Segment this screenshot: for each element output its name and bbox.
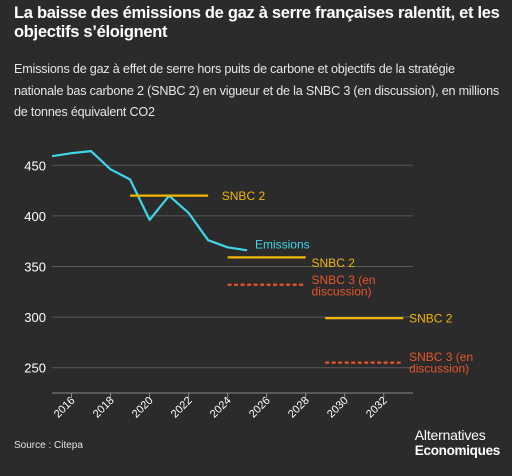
annotation-line: SNBC 2 xyxy=(222,189,266,203)
y-tick-label: 300 xyxy=(24,310,46,325)
annotation-label-5: SNBC 2 xyxy=(409,312,453,326)
chart-subtitle: Emissions de gaz à effet de serre hors p… xyxy=(14,62,500,119)
x-tick-label: 2028 xyxy=(286,395,312,421)
brand-line-2: Economiques xyxy=(414,443,501,458)
y-tick-label: 250 xyxy=(24,361,46,376)
chart-title: La baisse des émissions de gaz à serre f… xyxy=(14,4,500,41)
annotation-line: discussion) xyxy=(312,285,372,299)
x-tick-label: 2024 xyxy=(208,395,234,421)
annotation-line: SNBC 2 xyxy=(312,256,356,270)
y-tick-label: 400 xyxy=(24,209,46,224)
annotation-line: SNBC 3 (en xyxy=(409,350,473,364)
annotation-line: SNBC 2 xyxy=(409,312,453,326)
x-axis: 2016 2018 2020 2022 2024 2026 2028 2030 2032 xyxy=(52,392,413,421)
annotation-label-3: SNBC 2 xyxy=(312,256,356,270)
x-tick-label: 2026 xyxy=(247,395,273,421)
annotation-line: SNBC 3 (en xyxy=(312,273,376,287)
x-tick-label: 2016 xyxy=(52,395,78,421)
annotation-label-1: SNBC 2 xyxy=(222,189,266,203)
x-tick-label: 2022 xyxy=(169,395,195,421)
y-tick-label: 450 xyxy=(24,158,46,173)
annotation-line: discussion) xyxy=(409,362,469,376)
annotation-label-6: SNBC 3 (en discussion) xyxy=(409,350,473,376)
annotation-label-4: SNBC 3 (en discussion) xyxy=(312,273,376,299)
brand-line-1: Alternatives xyxy=(414,427,486,443)
series-line-emissions xyxy=(51,150,248,252)
x-tick-label: 2020 xyxy=(130,395,156,421)
series xyxy=(51,150,404,364)
annotation-label-2: Emissions xyxy=(255,238,310,252)
x-tick-label: 2032 xyxy=(364,395,390,421)
brand-logo: Alternatives Economiques xyxy=(414,427,501,459)
source-note: Source : Citepa xyxy=(14,440,83,451)
annotation-line: Emissions xyxy=(255,238,310,252)
y-tick-label: 350 xyxy=(24,260,46,275)
x-tick-label: 2030 xyxy=(325,395,351,421)
x-tick-label: 2018 xyxy=(91,395,117,421)
y-axis: 250 300 350 400 450 xyxy=(24,158,46,375)
